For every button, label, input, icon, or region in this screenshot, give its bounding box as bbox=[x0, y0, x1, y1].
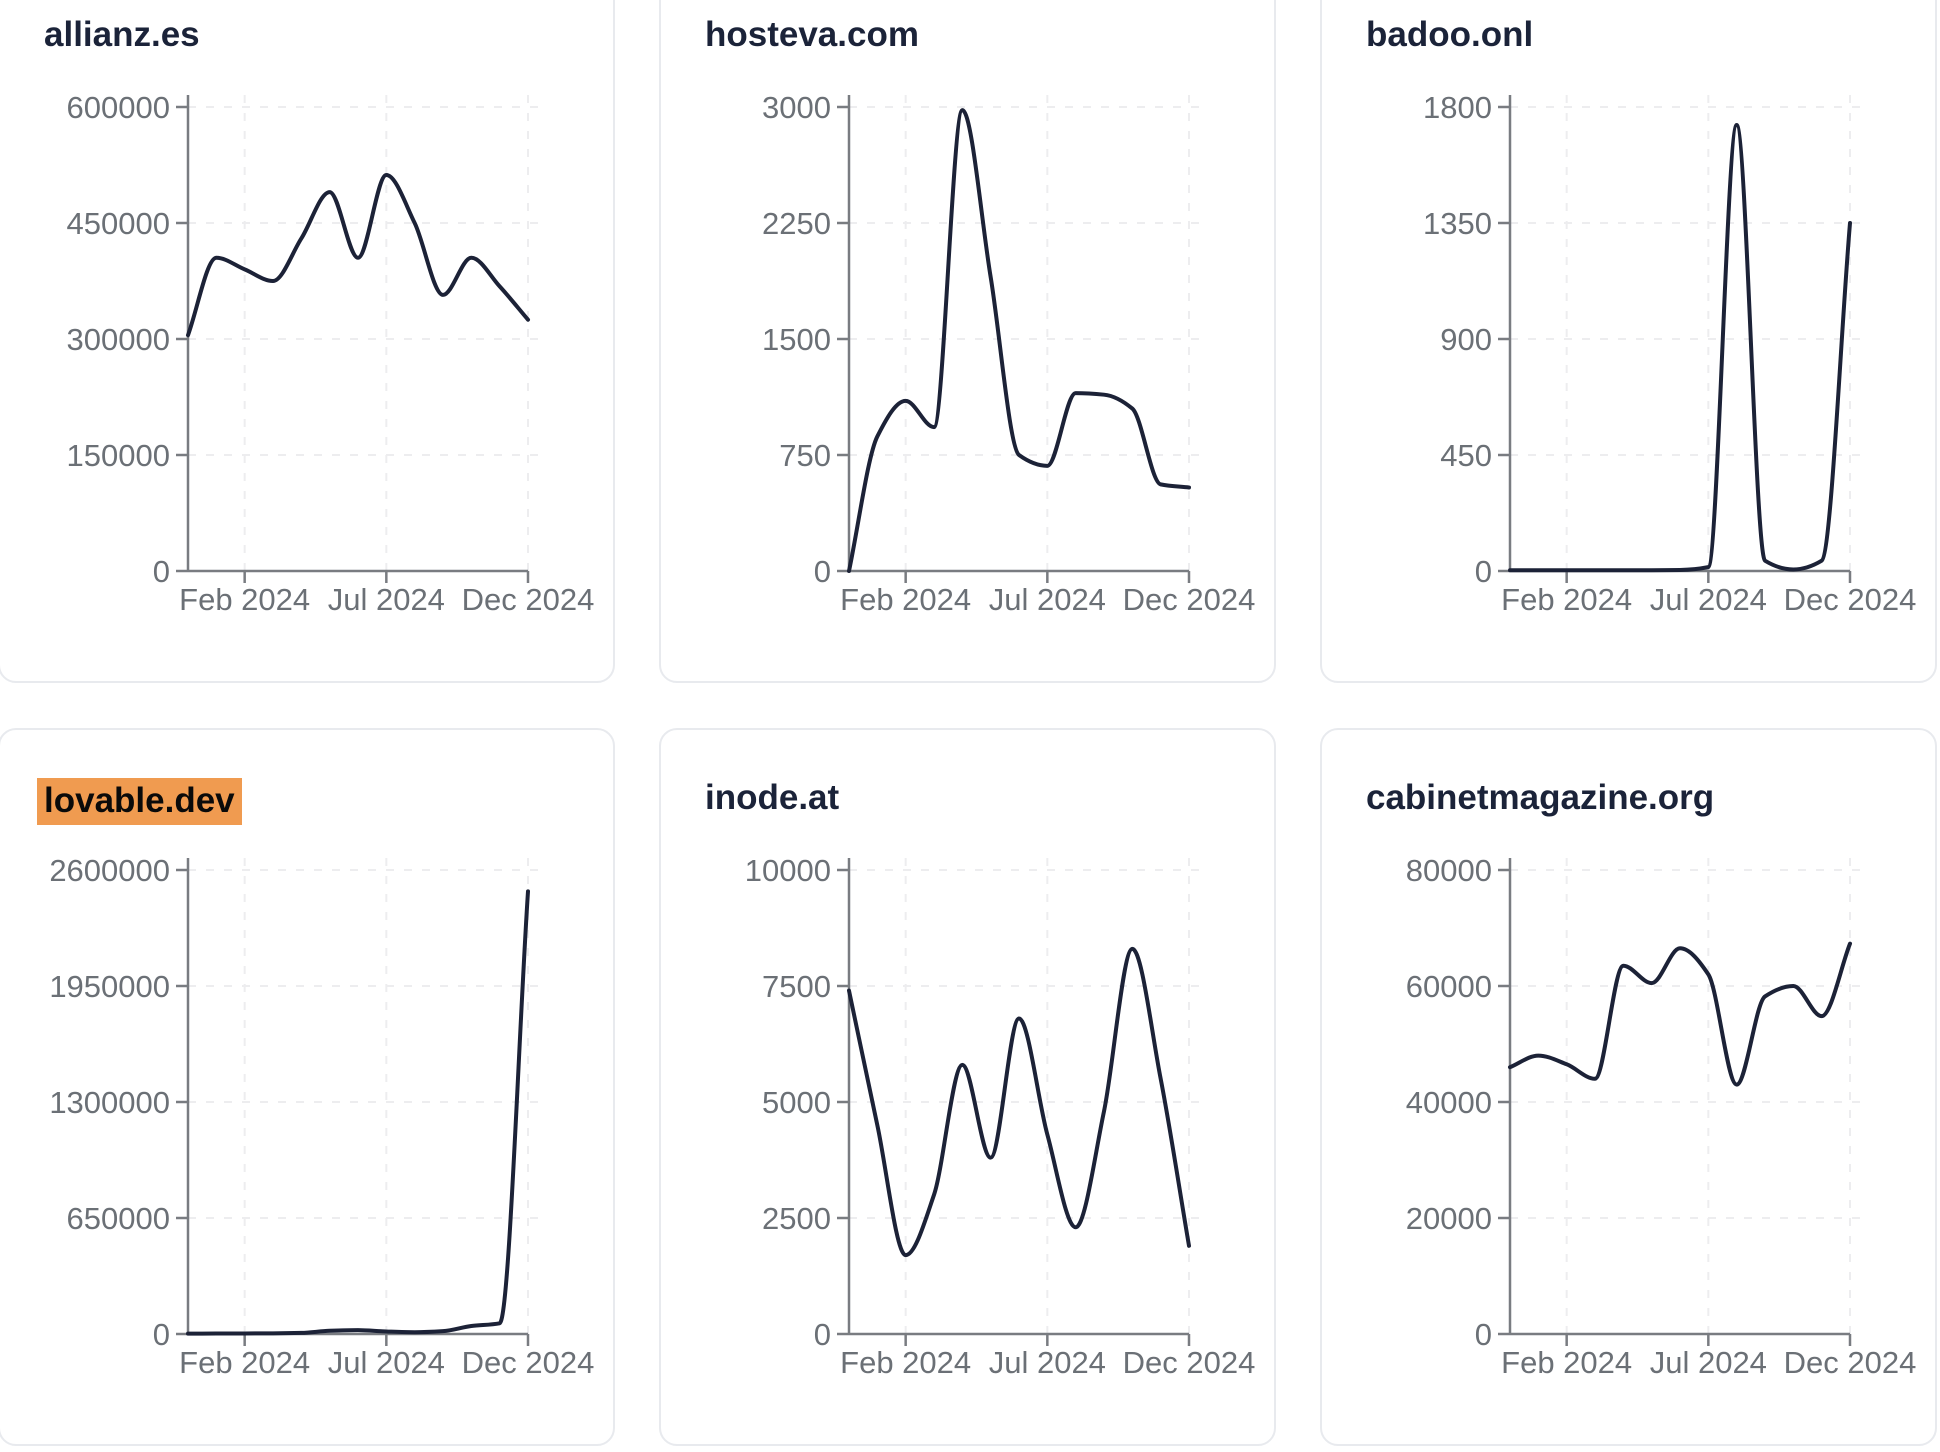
chart-title[interactable]: lovable.dev bbox=[37, 778, 242, 825]
chart-card-cabinetmagazine-org: cabinetmagazine.org 0 20000 40000 60000 8000… bbox=[1320, 728, 1937, 1446]
line-chart-badoo-onl: 0 450 900 1350 1800 Feb 2024 Jul 2024 Dec 2024 bbox=[1423, 90, 1917, 615]
x-axis-tick-label: Jul 2024 bbox=[1650, 1345, 1767, 1378]
line-chart-cabinetmagazine-org: 0 20000 40000 60000 80000 Feb 2024 Jul 2024 Dec… bbox=[1406, 853, 1917, 1378]
x-axis-tick-label: Jul 2024 bbox=[1650, 582, 1767, 615]
y-axis-tick-label: 150000 bbox=[67, 438, 170, 473]
chart-card-inode-at: inode.at 0 2500 5000 7500 10000 Feb 2024 Jul 2… bbox=[659, 728, 1276, 1446]
y-axis-tick-label: 0 bbox=[1475, 554, 1492, 589]
x-axis-tick-label: Dec 2024 bbox=[1784, 582, 1917, 615]
x-axis-tick-label: Feb 2024 bbox=[1501, 1345, 1632, 1378]
y-axis-tick-label: 450000 bbox=[67, 206, 170, 241]
series-line bbox=[186, 173, 530, 338]
x-axis-tick-label: Feb 2024 bbox=[840, 582, 971, 615]
chart-title-text[interactable]: cabinetmagazine.org bbox=[1366, 778, 1715, 817]
line-chart-hosteva-com: 0 750 1500 2250 3000 Feb 2024 Jul 2024 Dec 2024 bbox=[762, 90, 1256, 615]
y-axis-tick-label: 1950000 bbox=[49, 969, 170, 1004]
line-chart-inode-at: 0 2500 5000 7500 10000 Feb 2024 Jul 2024 Dec 20… bbox=[745, 853, 1256, 1378]
chart-title[interactable]: allianz.es bbox=[44, 15, 200, 55]
y-axis-tick-label: 80000 bbox=[1406, 853, 1492, 888]
x-axis-tick-label: Feb 2024 bbox=[1501, 582, 1632, 615]
chart-card-badoo-onl: badoo.onl 0 450 900 1350 1800 Feb 2024 Jul 202… bbox=[1320, 0, 1937, 683]
y-axis-tick-label: 1500 bbox=[762, 322, 831, 357]
series-line bbox=[1508, 941, 1852, 1087]
y-axis-tick-label: 300000 bbox=[67, 322, 170, 357]
x-axis-tick-label: Jul 2024 bbox=[989, 1345, 1106, 1378]
y-axis-tick-label: 750 bbox=[779, 438, 831, 473]
y-axis-tick-label: 40000 bbox=[1406, 1085, 1492, 1120]
chart-title-text-highlighted[interactable]: lovable.dev bbox=[37, 778, 242, 825]
y-axis-tick-label: 3000 bbox=[762, 90, 831, 125]
x-axis-tick-label: Feb 2024 bbox=[840, 1345, 971, 1378]
x-axis-tick-label: Dec 2024 bbox=[462, 1345, 595, 1378]
y-axis-tick-label: 650000 bbox=[67, 1201, 170, 1236]
x-axis-tick-label: Jul 2024 bbox=[989, 582, 1106, 615]
x-axis-tick-label: Jul 2024 bbox=[328, 582, 445, 615]
chart-title[interactable]: cabinetmagazine.org bbox=[1366, 778, 1714, 818]
y-axis-tick-label: 0 bbox=[814, 1317, 831, 1352]
y-axis-tick-label: 450 bbox=[1440, 438, 1492, 473]
chart-title[interactable]: hosteva.com bbox=[705, 15, 919, 55]
chart-card-hosteva-com: hosteva.com 0 750 1500 2250 3000 Feb 2024 Jul … bbox=[659, 0, 1276, 683]
y-axis-tick-label: 20000 bbox=[1406, 1201, 1492, 1236]
y-axis-tick-label: 0 bbox=[153, 1317, 170, 1352]
x-axis-tick-label: Dec 2024 bbox=[1123, 1345, 1256, 1378]
y-axis-tick-label: 1300000 bbox=[49, 1085, 170, 1120]
y-axis-tick-label: 7500 bbox=[762, 969, 831, 1004]
x-axis-tick-label: Dec 2024 bbox=[462, 582, 595, 615]
y-axis-tick-label: 10000 bbox=[745, 853, 831, 888]
series-line bbox=[186, 889, 530, 1336]
chart-title-text[interactable]: badoo.onl bbox=[1366, 15, 1534, 54]
y-axis-tick-label: 0 bbox=[153, 554, 170, 589]
chart-title[interactable]: badoo.onl bbox=[1366, 15, 1533, 55]
line-chart-allianz-es: 0 150000 300000 450000 600000 Feb 2024 Jul 202… bbox=[67, 90, 595, 615]
chart-title-text[interactable]: inode.at bbox=[705, 778, 840, 817]
y-axis-tick-label: 2250 bbox=[762, 206, 831, 241]
chart-title[interactable]: inode.at bbox=[705, 778, 839, 818]
chart-title-text[interactable]: allianz.es bbox=[44, 15, 200, 54]
x-axis-tick-label: Dec 2024 bbox=[1784, 1345, 1917, 1378]
x-axis-tick-label: Feb 2024 bbox=[179, 1345, 310, 1378]
chart-title-text[interactable]: hosteva.com bbox=[705, 15, 919, 54]
y-axis-tick-label: 0 bbox=[814, 554, 831, 589]
series-line bbox=[847, 946, 1191, 1258]
y-axis-tick-label: 60000 bbox=[1406, 969, 1492, 1004]
y-axis-tick-label: 600000 bbox=[67, 90, 170, 125]
y-axis-tick-label: 1800 bbox=[1423, 90, 1492, 125]
chart-card-allianz-es: allianz.es 0 150000 300000 450000 600000 Feb … bbox=[0, 0, 615, 683]
series-line bbox=[1508, 123, 1852, 573]
y-axis-tick-label: 5000 bbox=[762, 1085, 831, 1120]
y-axis-tick-label: 1350 bbox=[1423, 206, 1492, 241]
x-axis-tick-label: Dec 2024 bbox=[1123, 582, 1256, 615]
y-axis-tick-label: 0 bbox=[1475, 1317, 1492, 1352]
line-chart-lovable-dev: 0 650000 1300000 1950000 2600000 Feb 2024 Jul … bbox=[49, 853, 595, 1378]
x-axis-tick-label: Jul 2024 bbox=[328, 1345, 445, 1378]
chart-card-lovable-dev: lovable.dev 0 650000 1300000 1950000 2600000… bbox=[0, 728, 615, 1446]
x-axis-tick-label: Feb 2024 bbox=[179, 582, 310, 615]
series-line bbox=[847, 108, 1191, 573]
y-axis-tick-label: 2600000 bbox=[49, 853, 170, 888]
y-axis-tick-label: 900 bbox=[1440, 322, 1492, 357]
y-axis-tick-label: 2500 bbox=[762, 1201, 831, 1236]
